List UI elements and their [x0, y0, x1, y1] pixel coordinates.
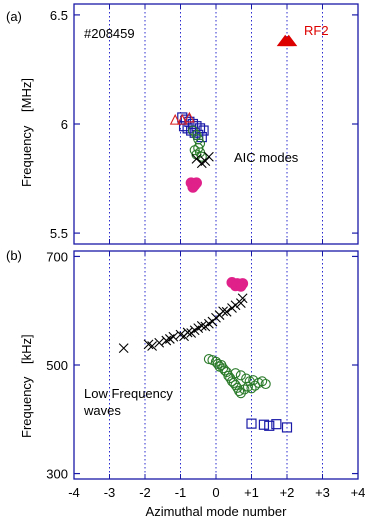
data-point-square — [281, 422, 293, 433]
data-point-x — [191, 154, 202, 164]
y-tick-label: 6 — [61, 117, 68, 132]
x-tick-label: +1 — [244, 485, 259, 500]
x-axis-label: Azimuthal mode number — [146, 504, 288, 519]
panel-b-frame — [73, 250, 359, 480]
aic-modes-annotation: AIC modes — [234, 150, 299, 165]
data-point-triangle — [169, 113, 181, 125]
data-point-circle — [223, 370, 234, 381]
data-point-filled-triangle — [280, 34, 298, 47]
data-point-x — [204, 151, 214, 162]
x-tick-label: +2 — [280, 485, 295, 500]
x-tick-label: -2 — [139, 485, 151, 500]
x-tick-label: -1 — [175, 485, 187, 500]
y-tick-label: 300 — [46, 467, 68, 482]
low-freq-annotation-line1: Low Frequency — [84, 386, 173, 401]
data-point-circle — [235, 388, 246, 399]
y-tick-label: 5.5 — [50, 226, 68, 241]
data-point-square — [258, 419, 270, 430]
data-point-square — [264, 420, 275, 431]
x-tick-label: +3 — [315, 485, 330, 500]
data-point-circle — [241, 373, 252, 384]
x-tick-label: 0 — [212, 485, 219, 500]
data-point-circle — [230, 368, 241, 379]
x-tick-label: +4 — [351, 485, 366, 500]
data-point-x — [118, 343, 129, 354]
data-point-x — [168, 331, 179, 342]
panel-a-y-ticks: 5.5 6 6.5 — [50, 8, 358, 241]
data-point-triangle — [176, 113, 188, 125]
data-point-circle — [226, 376, 238, 387]
data-point-circle — [196, 151, 207, 162]
x-tick-label: -4 — [68, 485, 80, 500]
data-point-x — [161, 335, 172, 346]
data-point-x — [218, 306, 228, 317]
data-point-square — [271, 419, 282, 430]
x-tick-label: -3 — [104, 485, 116, 500]
panel-b-data-points — [118, 276, 293, 433]
data-point-x — [175, 329, 186, 340]
panel-b-y-ticks: 300 500 700 — [46, 249, 358, 482]
data-point-x — [237, 293, 248, 304]
data-point-circle — [239, 384, 250, 395]
data-point-x — [143, 339, 154, 350]
panel-b-label: (b) — [6, 248, 22, 263]
panel-b: (b) 300 500 700 Low Frequency waves Freque… — [6, 248, 365, 519]
x-tick-labels: -4 -3 -2 -1 0 +1 +2 +3 +4 — [68, 485, 365, 500]
data-point-circle — [235, 370, 246, 381]
data-point-filled-circle — [235, 280, 247, 292]
data-point-x — [221, 306, 232, 317]
panel-a: (a) 5.5 6 6.5 #208459 RF2 AIC modes Freque… — [6, 3, 359, 245]
data-point-x — [200, 156, 211, 166]
y-tick-label: 6.5 — [50, 8, 68, 23]
panel-b-x-ticks — [109, 251, 323, 479]
data-point-x — [147, 341, 157, 351]
data-point-x — [154, 337, 165, 348]
data-point-circle — [219, 365, 230, 376]
data-point-x — [196, 321, 207, 331]
low-freq-annotation-line2: waves — [83, 403, 121, 418]
panel-a-label: (a) — [6, 9, 22, 24]
panel-b-gridlines — [109, 251, 323, 479]
data-point-circle — [260, 378, 271, 390]
data-point-circle — [230, 380, 241, 391]
data-point-x — [182, 327, 193, 338]
data-point-square — [246, 418, 257, 429]
data-point-circle — [246, 383, 257, 394]
data-point-filled-circle — [187, 181, 199, 193]
data-point-circle — [191, 129, 202, 140]
rf2-label: RF2 — [304, 23, 329, 38]
data-point-circle — [218, 363, 229, 374]
shot-number-label: #208459 — [84, 26, 135, 41]
panel-a-x-ticks — [109, 4, 323, 244]
y-tick-label: 700 — [46, 249, 68, 264]
y-tick-label: 500 — [46, 358, 68, 373]
panel-a-data-points — [169, 34, 298, 193]
panel-a-ylabel-unit: [MHz] — [19, 78, 34, 112]
data-point-triangle — [183, 111, 195, 123]
data-point-circle — [234, 386, 245, 397]
panel-b-ylabel-unit: [kHz] — [19, 334, 34, 364]
panel-a-ylabel: Frequency — [19, 125, 34, 187]
panel-b-ylabel: Frequency — [19, 376, 34, 438]
data-point-circle — [248, 375, 259, 386]
data-point-circle — [189, 145, 200, 156]
